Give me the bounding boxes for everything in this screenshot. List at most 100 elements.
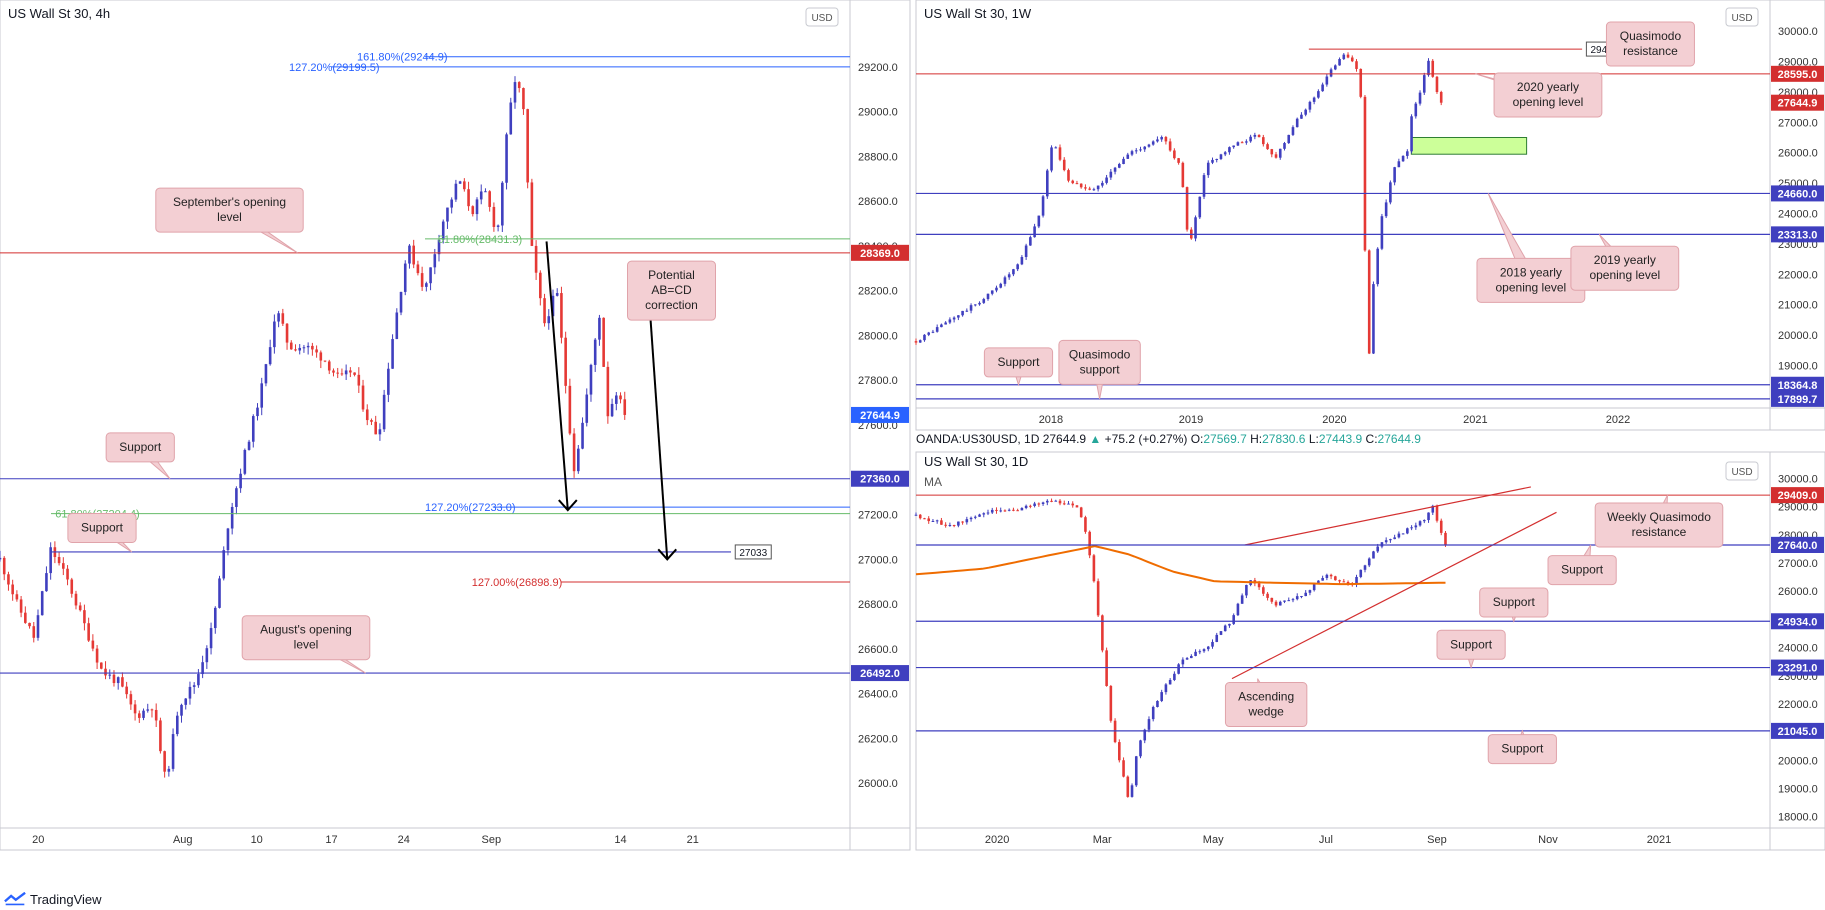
currency-button-label: USD	[1731, 467, 1752, 478]
axis-price-tag-label: 27640.0	[1778, 540, 1818, 552]
candle-body	[1101, 182, 1104, 186]
candle-body	[1334, 65, 1337, 70]
candle-body	[982, 513, 986, 515]
candle-body	[1291, 599, 1295, 601]
candle-body	[1283, 143, 1286, 149]
tradingview-footer[interactable]: TradingView	[4, 889, 102, 909]
candle-body	[446, 207, 449, 222]
candle-body	[1346, 581, 1350, 585]
axis-price-tag	[1771, 536, 1824, 553]
candle-body	[990, 509, 994, 513]
candle-body	[1240, 595, 1244, 604]
candle-body	[125, 686, 128, 695]
price-tick-label: 26800.0	[858, 599, 898, 611]
currency-button[interactable]: USD	[805, 7, 839, 27]
candle-body	[543, 298, 546, 324]
callout-text: opening level	[1496, 280, 1567, 294]
candle-body	[1414, 525, 1418, 528]
callout-text: AB=CD	[651, 283, 692, 297]
callout-note[interactable]: Support	[1547, 544, 1617, 586]
candle-body	[1236, 603, 1240, 616]
wedge-trendline[interactable]	[1231, 511, 1557, 680]
projection-arrow[interactable]	[545, 241, 569, 511]
demand-zone-rectangle[interactable]	[1410, 136, 1528, 155]
callout-box	[1605, 21, 1695, 67]
candle-body	[264, 364, 268, 384]
callout-box	[1594, 502, 1724, 548]
candle-body	[1257, 583, 1261, 588]
candle-body	[260, 383, 264, 408]
candle-body	[1270, 149, 1274, 155]
callout-note[interactable]: Support	[1436, 629, 1506, 670]
axis-price-tag	[1771, 613, 1824, 630]
callout-note[interactable]: Support	[983, 347, 1054, 387]
callout-note[interactable]: Support	[1479, 587, 1549, 623]
wedge-trendline[interactable]	[1244, 486, 1531, 546]
candle-body	[534, 245, 538, 273]
candle-body	[1266, 593, 1269, 598]
candle-body	[213, 607, 217, 629]
candle-body	[24, 612, 27, 623]
currency-button[interactable]: USD	[1725, 7, 1759, 27]
currency-button-label: USD	[811, 13, 832, 24]
projection-arrow[interactable]	[647, 290, 669, 560]
candle-body	[74, 593, 78, 606]
candle-body	[7, 574, 10, 585]
charts-canvas: 26000.0 26200.0 26400.0 26600.0 26800.0 27000…	[0, 0, 1825, 851]
candle-body	[539, 272, 542, 299]
candle-body	[1029, 237, 1032, 246]
candle-body	[1058, 147, 1062, 160]
time-tick-label: Sep	[482, 834, 502, 846]
price-tick-label: 19000.0	[1778, 784, 1818, 796]
candle-body	[581, 422, 584, 449]
axis-price-tag	[1771, 659, 1824, 676]
candle-body	[1346, 54, 1350, 58]
candle-body	[247, 441, 251, 450]
callout-note[interactable]: Support	[1487, 729, 1557, 765]
callout-text: wedge	[1247, 705, 1284, 719]
callout-note[interactable]: Support	[105, 432, 175, 480]
fib-level-label: 127.20%(27233.0)	[425, 502, 516, 514]
candle-body	[606, 366, 610, 417]
candle-body	[1300, 596, 1303, 598]
candle-body	[1291, 127, 1295, 135]
candle-body	[1206, 646, 1210, 650]
candle-body	[1139, 149, 1142, 151]
candle-body	[391, 339, 394, 369]
candle-body	[256, 407, 259, 417]
high-value: 27830.6	[1262, 432, 1309, 446]
candle-body	[1389, 182, 1392, 203]
candle-body	[1164, 137, 1168, 142]
candle-body	[969, 517, 973, 520]
chart-pane-1w[interactable]: 18000.019000.020000.021000.022000.023000…	[914, 0, 1825, 431]
price-tick-label: 29000.0	[1778, 57, 1818, 69]
candle-body	[327, 361, 331, 371]
candle-body	[965, 519, 969, 523]
candle-body	[319, 352, 323, 361]
time-tick-label: 21	[687, 834, 699, 846]
candle-body	[1367, 558, 1371, 566]
candle-body	[146, 709, 150, 711]
candle-body	[285, 323, 289, 343]
chart-pane-4h[interactable]: 26000.0 26200.0 26400.0 26600.0 26800.0 27000…	[0, 0, 911, 851]
chart-pane-1d[interactable]: 18000.019000.020000.021000.022000.023000…	[914, 432, 1825, 851]
callout-note[interactable]: Support	[67, 512, 137, 553]
currency-button[interactable]: USD	[1725, 461, 1759, 481]
candle-body	[129, 694, 133, 705]
candle-body	[1427, 60, 1430, 76]
candle-body	[1359, 68, 1363, 97]
axis-price-tag-label: 23313.0	[1778, 229, 1818, 241]
close-key: C:	[1366, 432, 1378, 446]
candlestick-series	[0, 76, 627, 778]
candle-body	[471, 206, 475, 215]
